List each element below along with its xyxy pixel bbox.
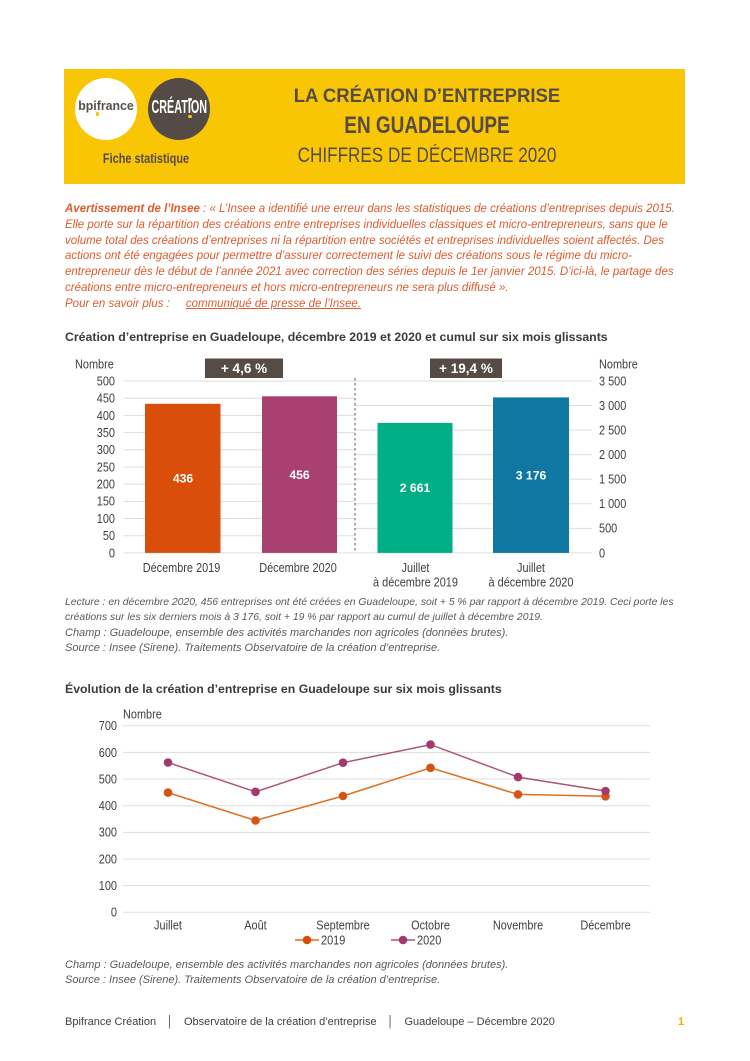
svg-text:à décembre 2020: à décembre 2020 — [489, 575, 574, 590]
svg-text:2 661: 2 661 — [400, 481, 431, 495]
svg-text:400: 400 — [97, 408, 115, 423]
svg-text:Nombre: Nombre — [123, 707, 162, 722]
svg-text:Septembre: Septembre — [316, 918, 369, 933]
svg-text:2019: 2019 — [321, 932, 345, 947]
svg-text:300: 300 — [97, 442, 115, 457]
svg-text:+ 19,4 %: + 19,4 % — [439, 361, 493, 376]
svg-text:Décembre 2019: Décembre 2019 — [143, 560, 221, 575]
svg-text:2 500: 2 500 — [599, 423, 626, 438]
svg-text:100: 100 — [97, 511, 115, 526]
svg-text:500: 500 — [99, 771, 117, 786]
svg-text:300: 300 — [99, 825, 117, 840]
svg-text:Octobre: Octobre — [411, 918, 450, 933]
svg-text:Nombre: Nombre — [599, 357, 638, 372]
svg-text:250: 250 — [97, 459, 115, 474]
svg-text:2 000: 2 000 — [599, 447, 626, 462]
svg-text:400: 400 — [99, 798, 117, 813]
svg-text:Nombre: Nombre — [75, 357, 114, 372]
svg-text:350: 350 — [97, 425, 115, 440]
svg-text:Juillet: Juillet — [517, 560, 545, 575]
svg-text:à décembre 2019: à décembre 2019 — [373, 575, 458, 590]
svg-text:0: 0 — [599, 545, 605, 560]
svg-text:500: 500 — [97, 373, 115, 388]
svg-text:+ 4,6 %: + 4,6 % — [221, 361, 267, 376]
svg-text:Juillet: Juillet — [402, 560, 430, 575]
svg-text:0: 0 — [111, 905, 117, 920]
svg-text:Juillet: Juillet — [154, 918, 182, 933]
svg-text:1 500: 1 500 — [599, 472, 626, 487]
svg-text:Novembre: Novembre — [493, 918, 543, 933]
svg-text:450: 450 — [97, 391, 115, 406]
svg-text:500: 500 — [599, 521, 617, 536]
svg-text:700: 700 — [99, 718, 117, 733]
svg-text:456: 456 — [289, 468, 310, 482]
svg-text:3 176: 3 176 — [516, 469, 547, 483]
svg-text:200: 200 — [99, 851, 117, 866]
svg-text:1 000: 1 000 — [599, 496, 626, 511]
svg-text:2020: 2020 — [417, 932, 441, 947]
svg-text:600: 600 — [99, 745, 117, 760]
svg-text:Août: Août — [244, 918, 267, 933]
svg-text:Décembre: Décembre — [580, 918, 630, 933]
svg-text:100: 100 — [99, 878, 117, 893]
svg-text:3 000: 3 000 — [599, 398, 626, 413]
svg-text:0: 0 — [109, 545, 115, 560]
svg-text:150: 150 — [97, 494, 115, 509]
svg-text:50: 50 — [103, 528, 115, 543]
svg-text:436: 436 — [173, 472, 194, 486]
svg-text:Décembre 2020: Décembre 2020 — [259, 560, 337, 575]
svg-text:3 500: 3 500 — [599, 373, 626, 388]
svg-text:200: 200 — [97, 477, 115, 492]
